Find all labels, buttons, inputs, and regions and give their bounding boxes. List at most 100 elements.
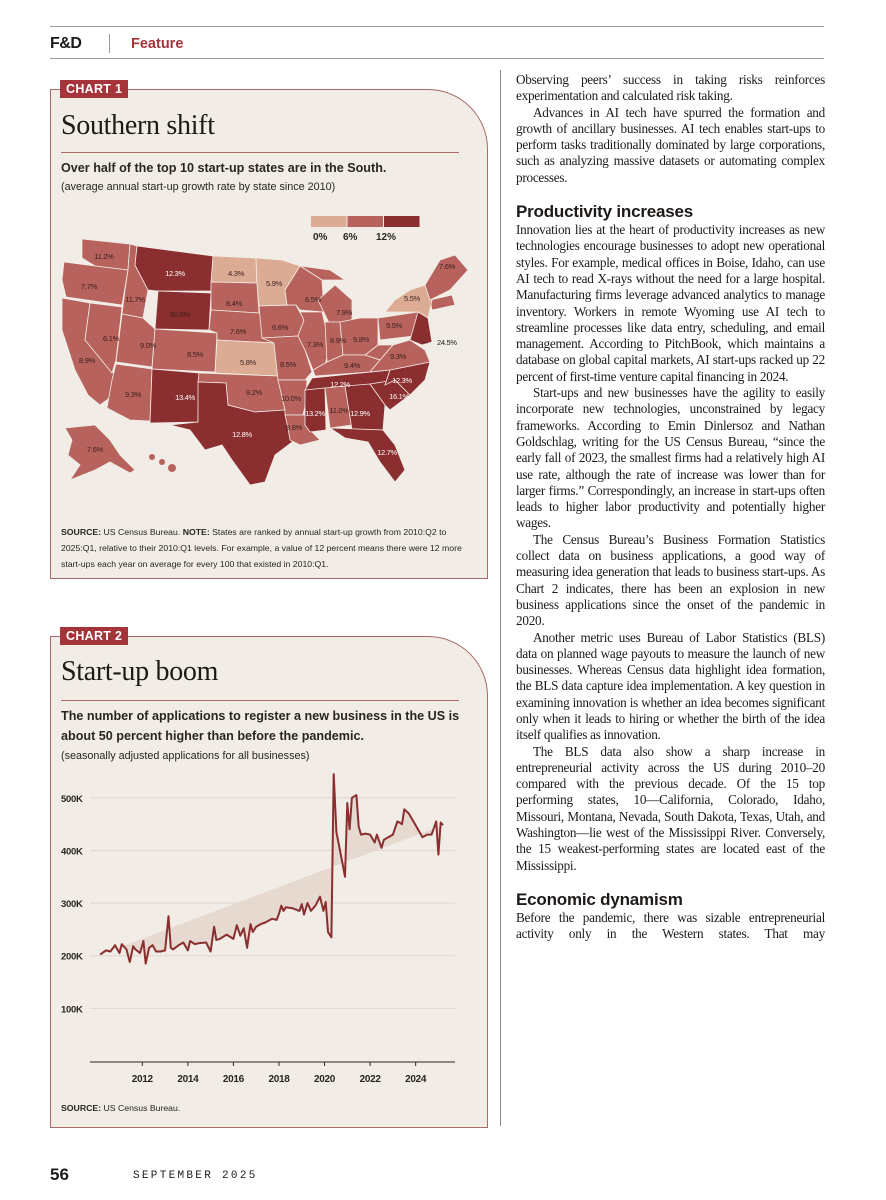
legend-swatch [311,216,347,227]
fd-logo: F&D [50,35,82,52]
state-value-label: 8.4% [226,299,243,308]
state-value-label: 7.7% [81,282,98,291]
chart2-title: Start-up boom [61,656,219,687]
state-value-label: 9.2% [246,388,263,397]
chart1-tag: CHART 1 [60,80,129,98]
chart1-title: Southern shift [61,110,215,141]
state-value-label: 13.2% [305,409,325,418]
state-shape [317,284,353,326]
state-value-label: 16.1% [389,392,409,401]
state-value-label: 5.9% [266,279,283,288]
x-tick-label: 2018 [268,1074,290,1085]
state-value-label: 9.5% [386,321,403,330]
source-text: US Census Bureau. [103,527,181,537]
page-number: 56 [50,1165,69,1184]
state-shape [64,424,136,481]
y-tick-label: 400K [61,846,83,857]
article-body: Observing peers’ success in taking risks… [516,72,825,943]
chart2-source: SOURCE: US Census Bureau. [61,1100,476,1116]
x-tick-label: 2020 [314,1074,336,1085]
leader-line [422,341,429,344]
paragraph: The BLS data also show a sharp increase … [516,743,825,873]
chart2-panel [50,636,488,1128]
state-shape [424,254,469,301]
source-label: SOURCE: [61,527,102,537]
state-value-label: 10.0% [281,394,301,403]
state-value-label: 50.6% [170,310,190,319]
state-value-label: 12.8% [232,430,252,439]
chart2-tag: CHART 2 [60,627,129,645]
note-text: States are ranked by annual start-up gro… [61,527,462,569]
paragraph: Observing peers’ success in taking risks… [516,72,825,104]
state-value-label: 4.3% [228,269,245,278]
state-shape [409,311,433,346]
applications-line-chart: 100K 200K 300K 400K 500K 2012 2014 2016 2018 2020… [61,773,455,1085]
state-value-label: 11.2% [94,252,114,261]
column-divider [500,70,501,1126]
hawaii-island [168,464,176,472]
state-value-label: 8.9% [330,336,347,345]
state-value-label: 24.5% [437,338,457,347]
legend-swatch [384,216,420,227]
us-map: 0% 6% 12% 11.2% 7.7% 8.9% 6.1% 11.7% 12.3% 50.6% 9… [61,216,469,486]
state-shape [304,387,327,433]
state-value-label: 6.5% [305,295,322,304]
state-value-label: 6.1% [103,334,120,343]
legend-swatch [347,216,383,227]
area-fill [100,774,443,964]
state-value-label: 7.6% [230,327,247,336]
chart1-note: (average annual start-up growth rate by … [61,181,336,193]
state-value-label: 9.3% [125,390,142,399]
chart1-title-rule [61,152,459,153]
state-value-label: 6.6% [272,323,289,332]
header-divider [109,34,110,53]
x-tick-label: 2014 [177,1074,199,1085]
header-top-rule [50,26,824,27]
note-label: NOTE: [182,527,210,537]
state-value-label: 11.0% [329,406,349,415]
state-value-label: 13.4% [175,393,195,402]
state-value-label: 12.3% [392,376,412,385]
state-shape [344,383,386,431]
state-value-label: 5.8% [240,358,257,367]
chart2-title-rule [61,700,459,701]
state-shape [84,302,123,374]
paragraph: The Census Bureau’s Business Formation S… [516,531,825,629]
state-value-label: 8.8% [286,423,303,432]
chart1-subtitle: Over half of the top 10 start-up states … [61,161,387,175]
source-label: SOURCE: [61,1103,102,1113]
hawaii-island [159,459,165,465]
section-label: Feature [131,36,184,52]
state-value-label: 11.7% [125,295,145,304]
legend-label: 6% [343,232,358,243]
paragraph: Before the pandemic, there was sizable e… [516,909,825,942]
x-tick-label: 2012 [132,1074,154,1085]
state-value-label: 8.9% [79,356,96,365]
x-tick-label: 2016 [223,1074,245,1085]
state-value-label: 5.5% [404,294,421,303]
state-shape [328,427,406,483]
x-tick-label: 2024 [405,1074,427,1085]
header-bottom-rule [50,58,824,59]
legend-label: 0% [313,232,328,243]
state-value-label: 8.5% [280,360,297,369]
chart2-subtitle: The number of applications to register a… [61,709,460,743]
y-tick-label: 300K [61,899,83,910]
issue-date: SEPTEMBER 2025 [133,1170,258,1182]
state-shape [369,339,431,373]
state-value-label: 9.8% [353,335,370,344]
state-value-label: 12.2% [330,380,350,389]
state-shape [429,294,456,311]
y-tick-label: 100K [61,1004,83,1015]
section-heading: Productivity increases [516,202,694,222]
hawaii-island [149,454,155,460]
state-value-label: 12.7% [377,448,397,457]
chart2-note: (seasonally adjusted applications for al… [61,750,310,762]
state-value-label: 7.6% [439,262,456,271]
source-text: US Census Bureau. [103,1103,181,1113]
legend-label: 12% [376,232,396,243]
y-tick-label: 500K [61,794,83,805]
state-shape [61,261,129,306]
paragraph: Another metric uses Bureau of Labor Stat… [516,629,825,743]
state-value-label: 12.3% [165,269,185,278]
